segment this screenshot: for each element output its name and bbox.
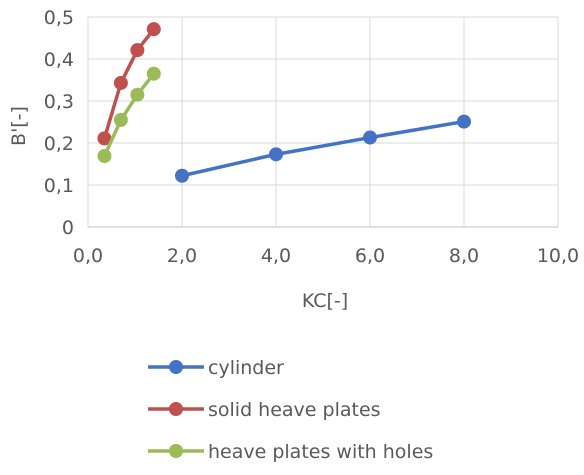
y-tick-label: 0,4 bbox=[44, 49, 74, 71]
series-line bbox=[102, 27, 156, 141]
y-tick-label: 0,2 bbox=[44, 133, 74, 155]
data-point bbox=[146, 66, 161, 81]
data-point bbox=[130, 43, 145, 58]
data-point bbox=[97, 131, 112, 146]
y-tick-label: 0 bbox=[62, 217, 74, 239]
y-tick-label: 0,3 bbox=[44, 91, 74, 113]
x-axis-title: KC[-] bbox=[302, 290, 348, 312]
legend-label: solid heave plates bbox=[208, 399, 381, 421]
x-tick-label: 6,0 bbox=[355, 245, 385, 267]
label-layer: KC[-] B'[-] bbox=[8, 106, 348, 312]
legend-label: cylinder bbox=[208, 357, 284, 379]
x-tick-label: 2,0 bbox=[167, 245, 197, 267]
legend: cylinder solid heave plates heave plates w… bbox=[148, 357, 433, 463]
data-point bbox=[175, 168, 189, 183]
x-tick-label: 0,0 bbox=[73, 245, 103, 267]
legend-item: heave plates with holes bbox=[148, 441, 433, 463]
series-layer bbox=[97, 22, 471, 183]
data-point bbox=[113, 112, 128, 127]
axis-layer: 0 0,1 0,2 0,3 0,4 0,5 0,0 2,0 4,0 6,0 8,0 10,0 bbox=[44, 7, 579, 267]
legend-item: cylinder bbox=[148, 357, 284, 379]
series-heave-plates-with-holes bbox=[97, 66, 161, 164]
series-line bbox=[102, 71, 156, 158]
x-tick-label: 4,0 bbox=[261, 245, 291, 267]
series-solid-heave-plates bbox=[97, 22, 161, 146]
legend-marker bbox=[169, 444, 183, 458]
y-axis-title: B'[-] bbox=[8, 106, 30, 146]
legend-item: solid heave plates bbox=[148, 399, 381, 421]
y-tick-label: 0,5 bbox=[44, 7, 74, 29]
data-point bbox=[363, 130, 377, 145]
data-point bbox=[130, 87, 145, 102]
x-tick-label: 10,0 bbox=[537, 245, 579, 267]
data-point bbox=[97, 149, 112, 164]
data-point bbox=[146, 22, 161, 37]
data-point bbox=[113, 75, 128, 90]
series-line bbox=[180, 119, 466, 178]
y-tick-label: 0,1 bbox=[44, 175, 74, 197]
data-point bbox=[269, 147, 283, 162]
legend-label: heave plates with holes bbox=[208, 441, 433, 463]
legend-marker bbox=[169, 360, 183, 374]
series-cylinder bbox=[175, 114, 471, 183]
data-point bbox=[457, 114, 471, 129]
grid-layer bbox=[87, 16, 559, 228]
legend-marker bbox=[169, 402, 183, 416]
x-tick-label: 8,0 bbox=[449, 245, 479, 267]
